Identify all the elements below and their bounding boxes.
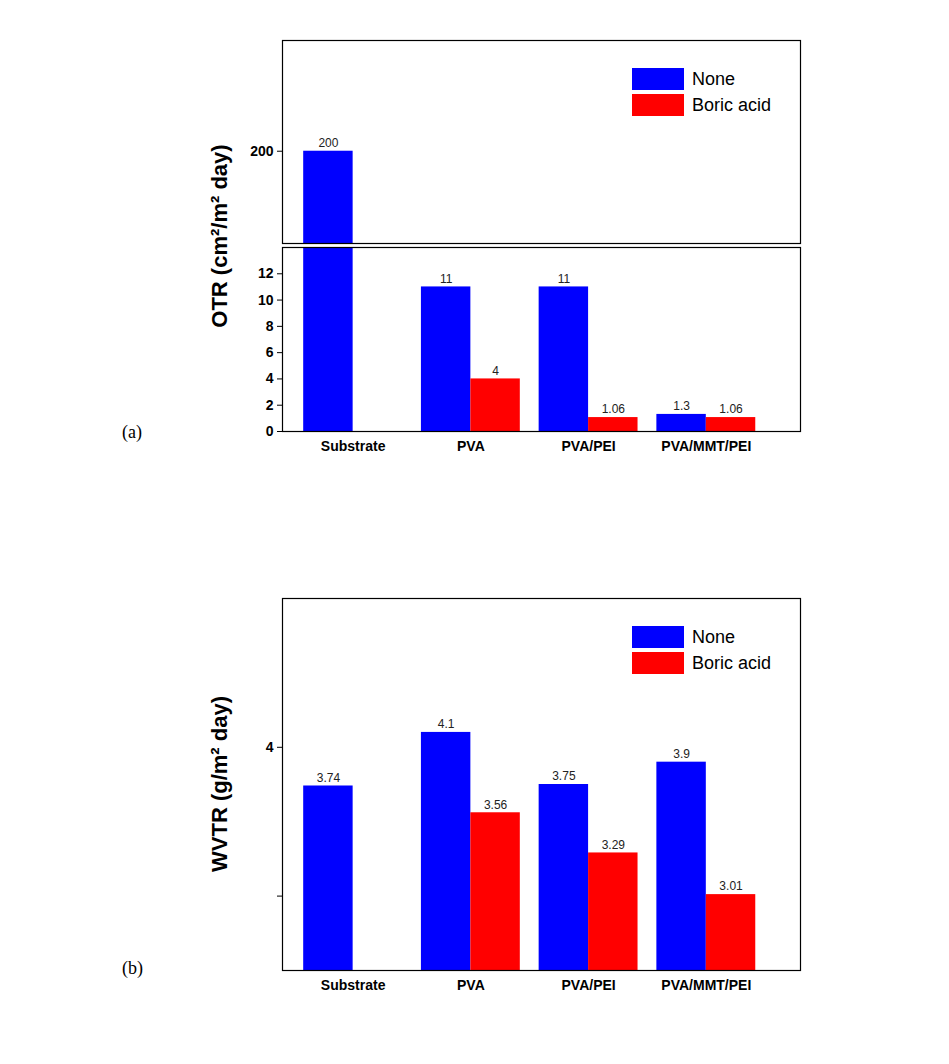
svg-text:3.75: 3.75 xyxy=(552,769,576,783)
svg-text:PVA: PVA xyxy=(457,438,485,454)
svg-text:PVA/PEI: PVA/PEI xyxy=(561,977,615,993)
html-text:None: None xyxy=(692,626,735,647)
svg-text:3.74: 3.74 xyxy=(317,771,341,785)
svg-text:3.29: 3.29 xyxy=(602,838,626,852)
svg-text:8: 8 xyxy=(266,318,274,334)
svg-text:4.1: 4.1 xyxy=(438,717,455,731)
svg-text:1.06: 1.06 xyxy=(719,402,743,416)
svg-text:4: 4 xyxy=(492,364,499,378)
svg-text:2: 2 xyxy=(266,397,274,413)
html-text:WVTR (g/m² day): WVTR (g/m² day) xyxy=(207,696,232,872)
svg-text:Substrate: Substrate xyxy=(321,977,386,993)
svg-text:PVA/PEI: PVA/PEI xyxy=(561,438,615,454)
html-text:OTR (cm²/m² day): OTR (cm²/m² day) xyxy=(207,143,232,328)
svg-text:3.56: 3.56 xyxy=(484,798,508,812)
svg-text:11: 11 xyxy=(558,272,571,286)
svg-text:10: 10 xyxy=(258,292,274,308)
svg-text:4: 4 xyxy=(266,739,274,755)
svg-text:PVA/MMT/PEI: PVA/MMT/PEI xyxy=(661,438,751,454)
svg-text:PVA/MMT/PEI: PVA/MMT/PEI xyxy=(661,977,751,993)
html-text:(b): (b) xyxy=(122,958,143,978)
svg-text:11: 11 xyxy=(440,272,453,286)
html-text:(a): (a) xyxy=(122,422,142,442)
svg-text:200: 200 xyxy=(250,143,274,159)
svg-text:3.01: 3.01 xyxy=(719,879,743,893)
svg-text:3.9: 3.9 xyxy=(673,747,690,761)
svg-text:Substrate: Substrate xyxy=(321,438,386,454)
svg-text:4: 4 xyxy=(266,370,274,386)
svg-text:PVA: PVA xyxy=(457,977,485,993)
html-text:None: None xyxy=(692,68,735,89)
svg-text:1.06: 1.06 xyxy=(602,402,626,416)
html-text:Boric acid: Boric acid xyxy=(692,652,771,673)
svg-text:0: 0 xyxy=(266,423,274,439)
svg-text:6: 6 xyxy=(266,344,274,360)
svg-text:12: 12 xyxy=(258,265,274,281)
svg-text:1.3: 1.3 xyxy=(673,399,690,413)
html-text:Boric acid: Boric acid xyxy=(692,94,771,115)
svg-text:200: 200 xyxy=(318,136,338,150)
